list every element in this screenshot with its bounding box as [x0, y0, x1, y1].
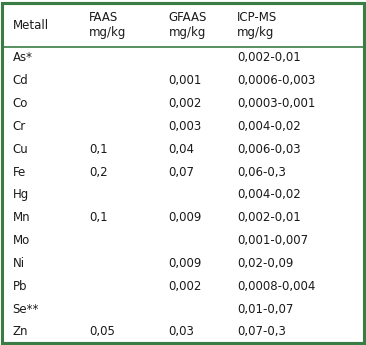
Text: 0,002-0,01: 0,002-0,01	[237, 211, 301, 224]
Text: 0,07: 0,07	[168, 166, 194, 179]
Text: GFAAS
mg/kg: GFAAS mg/kg	[168, 11, 207, 39]
Text: 0,0006-0,003: 0,0006-0,003	[237, 74, 316, 87]
Text: Cd: Cd	[13, 74, 29, 87]
Text: 0,009: 0,009	[168, 211, 202, 224]
Text: Metall: Metall	[13, 19, 49, 31]
Text: 0,002-0,01: 0,002-0,01	[237, 51, 301, 65]
Text: 0,03: 0,03	[168, 325, 194, 338]
Text: 0,05: 0,05	[89, 325, 115, 338]
Text: 0,0003-0,001: 0,0003-0,001	[237, 97, 316, 110]
Text: 0,009: 0,009	[168, 257, 202, 270]
Text: 0,002: 0,002	[168, 280, 202, 293]
Text: 0,04: 0,04	[168, 143, 194, 156]
Text: 0,1: 0,1	[89, 143, 107, 156]
Text: ICP-MS
mg/kg: ICP-MS mg/kg	[237, 11, 277, 39]
Text: Hg: Hg	[13, 188, 29, 201]
Text: 0,1: 0,1	[89, 211, 107, 224]
Text: Cr: Cr	[13, 120, 26, 133]
Text: Zn: Zn	[13, 325, 28, 338]
Text: FAAS
mg/kg: FAAS mg/kg	[89, 11, 126, 39]
Text: 0,07-0,3: 0,07-0,3	[237, 325, 286, 338]
Text: 0,001: 0,001	[168, 74, 202, 87]
Text: 0,002: 0,002	[168, 97, 202, 110]
Text: Mn: Mn	[13, 211, 30, 224]
Text: 0,003: 0,003	[168, 120, 202, 133]
Text: 0,004-0,02: 0,004-0,02	[237, 120, 301, 133]
Text: Pb: Pb	[13, 280, 27, 293]
Text: Fe: Fe	[13, 166, 26, 179]
Text: 0,02-0,09: 0,02-0,09	[237, 257, 294, 270]
Text: As*: As*	[13, 51, 33, 65]
Text: 0,006-0,03: 0,006-0,03	[237, 143, 301, 156]
Text: 0,06-0,3: 0,06-0,3	[237, 166, 286, 179]
Text: Se**: Se**	[13, 303, 39, 316]
Text: Mo: Mo	[13, 234, 30, 247]
Text: 0,01-0,07: 0,01-0,07	[237, 303, 294, 316]
Text: 0,2: 0,2	[89, 166, 107, 179]
Text: 0,0008-0,004: 0,0008-0,004	[237, 280, 316, 293]
Text: Cu: Cu	[13, 143, 29, 156]
Text: Ni: Ni	[13, 257, 25, 270]
Text: 0,001-0,007: 0,001-0,007	[237, 234, 309, 247]
Text: 0,004-0,02: 0,004-0,02	[237, 188, 301, 201]
Text: Co: Co	[13, 97, 28, 110]
